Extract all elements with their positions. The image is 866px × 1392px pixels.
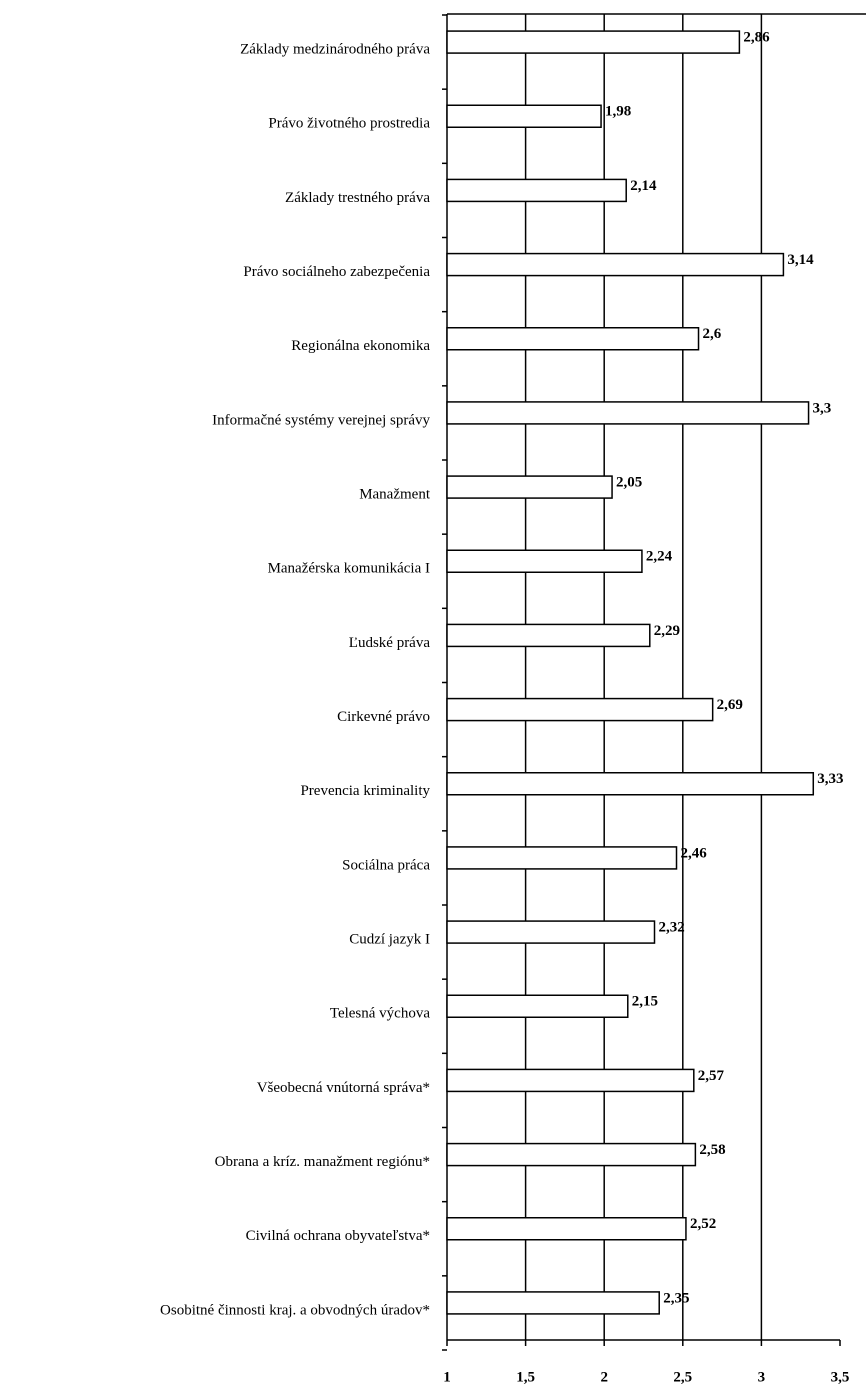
bar [446,104,602,128]
y-tick-label: Informačné systémy verejnej správy [212,412,430,428]
value-label: 2,52 [690,1216,716,1232]
x-tick-label: 1,5 [516,1369,535,1385]
bar [446,920,656,944]
bar [446,178,627,203]
bar [446,1068,695,1093]
y-tick-label: Všeobecná vnútorná správa* [257,1080,430,1096]
bar [446,549,643,573]
y-tick-label: Sociálna práca [342,857,430,873]
x-tick-label: 1 [443,1369,451,1385]
y-tick-label: Telesná výchova [330,1006,431,1022]
y-tick-label: Právo životného prostredia [268,116,430,132]
y-tick-label: Základy medzinárodného práva [240,42,430,58]
bar [446,30,741,54]
x-tick-label: 2 [600,1369,608,1385]
value-label: 2,29 [654,623,680,639]
value-label: 3,33 [817,771,843,787]
y-tick-label: Právo sociálneho zabezpečenia [243,264,430,280]
value-label: 2,14 [630,178,657,194]
y-tick-label: Cudzí jazyk I [349,932,430,948]
value-label: 2,69 [717,697,743,713]
bar [446,697,714,722]
bar [446,1291,660,1315]
value-label: 2,46 [681,845,708,861]
x-tick-label: 2,5 [673,1369,692,1385]
value-label: 2,86 [743,30,770,46]
bar [446,475,613,499]
value-label: 2,05 [616,475,642,491]
y-tick-label: Obrana a kríz. manažment regiónu* [215,1154,430,1170]
y-tick-label: Manažérska komunikácia I [268,561,430,577]
bar [446,327,700,351]
value-label: 2,6 [703,326,722,342]
value-label: 1,98 [605,104,631,120]
bar [446,1217,687,1241]
y-tick-label: Cirkevné právo [337,709,430,725]
bar [446,846,678,870]
y-tick-label: Civilná ochrana obyvateľstva* [246,1228,430,1244]
value-label: 2,35 [663,1290,689,1306]
bar [446,623,651,648]
bar [446,994,629,1018]
y-tick-label: Manažment [359,487,431,503]
y-tick-label: Regionálna ekonomika [291,338,430,354]
bar [446,401,810,425]
y-tick-label: Základy trestného práva [285,190,430,206]
bar [446,1142,697,1167]
x-tick-label: 3,5 [831,1369,850,1385]
value-label: 2,32 [659,920,685,936]
x-tick-label: 3 [758,1369,766,1385]
value-label: 2,58 [699,1142,725,1158]
value-label: 2,24 [646,549,673,565]
y-tick-label: Osobitné činnosti kraj. a obvodných úrad… [160,1302,430,1318]
y-tick-label: Prevencia kriminality [300,783,430,799]
bar [446,772,815,796]
value-label: 3,3 [813,400,832,416]
value-label: 2,15 [632,994,658,1010]
bar [446,252,785,277]
y-tick-label: Ľudské práva [349,635,431,651]
value-label: 2,57 [698,1068,725,1084]
value-label: 3,14 [787,252,814,268]
